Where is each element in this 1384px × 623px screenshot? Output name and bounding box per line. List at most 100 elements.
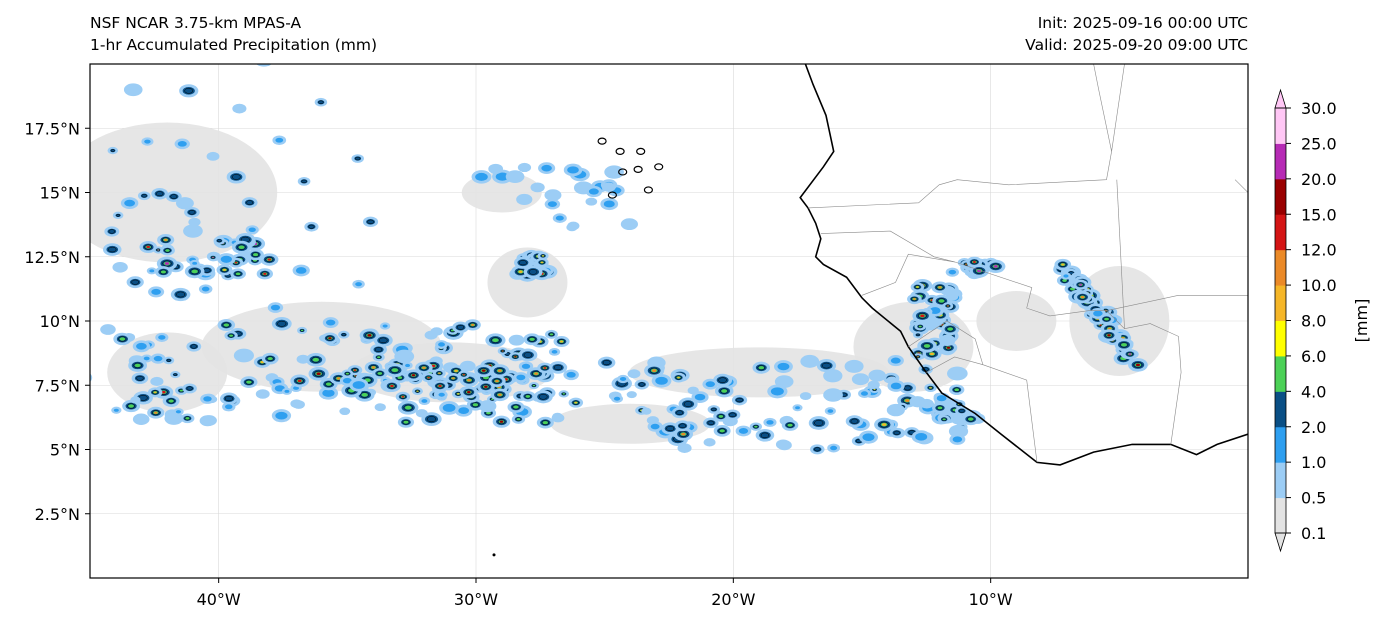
x-tick-label: 40°W [197,590,241,609]
precip-core [253,253,259,257]
precip-core [179,389,183,392]
colorbar-tick-label: 20.0 [1301,170,1337,189]
storm-core-cell [220,255,232,263]
precip-contour [541,420,550,426]
precip-contour [937,298,946,304]
precip-contour [666,425,675,432]
itcz-cell [293,386,299,390]
spiral-band-cell [49,232,55,236]
precip-core [153,391,157,394]
itcz-east-cell [613,396,621,401]
precip-contour [225,396,233,402]
precip-contour [1133,362,1143,368]
precip-core [354,375,357,377]
itcz-cell [284,389,290,393]
precip-contour [144,244,153,250]
precip-core [942,418,946,421]
precip-core [223,323,230,327]
precip-contour [456,325,465,330]
precip-contour [1126,352,1134,357]
colorbar-tick-label: 0.5 [1301,489,1326,508]
precip-contour [170,194,178,199]
precip-contour [365,332,374,339]
itcz-east-cell [777,362,790,371]
itcz-east-cell [862,433,875,441]
precip-core [1107,334,1111,337]
itcz-cell [463,363,473,370]
precip-contour [541,365,549,371]
precip-contour [531,384,536,387]
spiral-band-cell [103,326,113,333]
spiral-band-cell [258,56,270,64]
precip-contour [464,377,474,383]
spiral-band-cell [177,140,187,147]
precip-contour [161,237,170,243]
precip-core [1107,327,1112,330]
itcz-east-cell [890,406,902,414]
precip-contour [318,100,324,104]
precip-contour [245,379,253,385]
precip-core [1070,287,1075,291]
precip-core [481,369,486,372]
precip-contour [471,402,480,408]
precip-contour [495,392,504,398]
precip-contour [152,410,160,416]
itcz-east-cell [890,357,901,364]
precip-core [923,344,931,348]
itcz-cell [322,389,335,397]
island-outline [636,147,646,155]
precip-core [377,356,381,359]
precip-contour [523,352,533,358]
scattered-cell [541,164,552,172]
precip-core [238,245,245,250]
precip-contour [850,418,859,424]
precip-core [758,366,765,370]
precip-core [946,346,951,349]
country-border [1106,295,1248,311]
spiral-band-cell [270,304,281,311]
precip-contour [436,383,444,389]
precip-contour [449,376,457,381]
itcz-core-cell [438,392,445,397]
itcz-cell [224,404,233,410]
itcz-cell [143,356,150,361]
precip-contour [736,397,743,403]
colorbar-tick-label: 30.0 [1301,99,1337,118]
precip-contour [1059,262,1067,267]
spiral-band-cell [107,32,127,45]
precip-contour [916,333,920,337]
precip-core [371,366,376,369]
precip-contour [917,312,927,319]
precip-core [312,357,319,362]
precip-core [336,377,341,380]
precip-core [229,334,233,337]
precip-core [345,372,349,375]
precip-contour [231,174,241,180]
precip-contour [1119,342,1129,348]
spiral-band-cell [151,288,161,295]
precip-core [472,403,479,407]
precip-contour [966,416,975,422]
precip-contour [711,407,717,412]
island-outline [643,186,654,194]
scattered-cell [604,184,613,190]
colorbar-tick-label: 15.0 [1301,205,1337,224]
precip-contour [512,404,520,410]
colorbar-extend-low [1274,532,1287,553]
itcz-cell [377,405,384,410]
precip-contour [131,279,139,285]
precip-core [1061,263,1065,266]
x-tick-label: 10°W [969,590,1013,609]
precip-core [267,258,272,261]
precip-core [466,391,471,394]
precip-core [157,249,160,251]
spiral-band-cell [1,182,8,186]
itcz-cell [258,391,267,397]
spiral-band-cell [144,139,151,144]
colorbar-tick-label: 1.0 [1301,453,1326,472]
precip-contour [469,322,477,328]
spiral-band-cell [256,64,272,67]
itcz-cell [551,350,558,354]
precip-core [540,261,544,264]
precip-core [719,429,725,433]
